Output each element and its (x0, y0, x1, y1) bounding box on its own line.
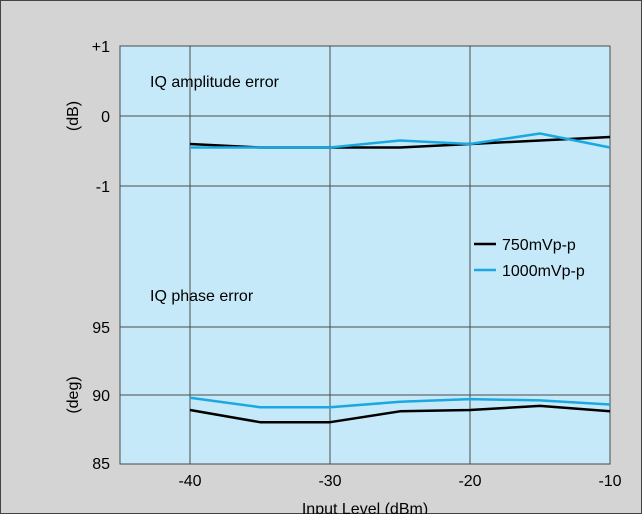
grid-lines (120, 46, 611, 464)
legend-label-1000: 1000mVp-p (502, 263, 585, 280)
x-tick-label: -40 (178, 473, 201, 490)
x-tick-label: -20 (458, 473, 481, 490)
y-tick-labels: +1 0 -1 95 90 85 (92, 39, 110, 473)
amplitude-ylabel: (dB) (65, 101, 82, 131)
y-tick-label: 85 (92, 456, 110, 473)
amplitude-annotation: IQ amplitude error (150, 74, 280, 91)
legend-label-750: 750mVp-p (502, 237, 576, 254)
y-tick-label: +1 (92, 39, 110, 56)
y-tick-label: 95 (92, 320, 110, 337)
x-tick-label: -10 (598, 473, 621, 490)
phase-ylabel: (deg) (65, 376, 82, 413)
series-line-1000-phase (189, 396, 611, 409)
x-axis-label: Input Level (dBm) (302, 501, 428, 514)
series-line-1000-amplitude (190, 132, 611, 149)
legend: 750mVp-p 1000mVp-p (474, 237, 585, 280)
x-tick-labels: -40 -30 -20 -10 (178, 473, 621, 490)
series-line-750-phase (189, 404, 611, 424)
phase-annotation: IQ phase error (150, 288, 254, 305)
y-tick-label: 0 (101, 109, 110, 126)
y-tick-label: 90 (92, 388, 110, 405)
series-layer (189, 132, 611, 424)
y-tick-label: -1 (96, 179, 110, 196)
x-tick-label: -30 (318, 473, 341, 490)
